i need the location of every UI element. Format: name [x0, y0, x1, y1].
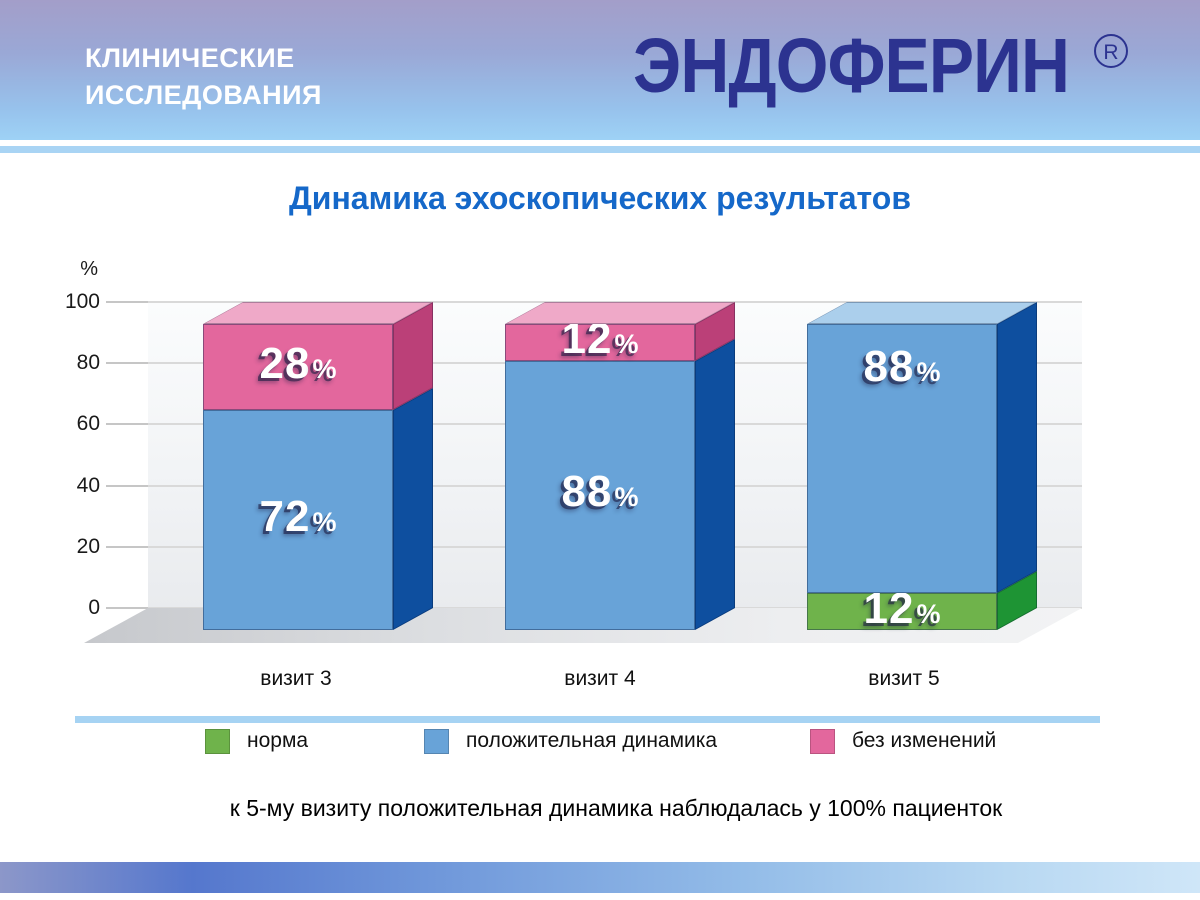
bar-segment-front — [807, 324, 997, 594]
y-axis-tick-label: 0 — [88, 596, 100, 619]
bar-value-percent-sign: % — [312, 353, 337, 384]
legend-separator — [75, 716, 1100, 723]
page-title: Динамика эхоскопических результатов — [288, 180, 912, 216]
bar-value-number: 88 — [863, 341, 915, 391]
bar-segment-side — [393, 387, 433, 630]
bar-segment-top — [807, 302, 1037, 324]
footnote: к 5-му визиту положительная динамика наб… — [229, 795, 1003, 821]
header-stripe — [0, 146, 1200, 153]
legend-swatch — [424, 728, 449, 754]
bar-value-label: 88% — [807, 342, 997, 398]
bar-segment-side — [695, 338, 735, 630]
legend-label: без изменений — [852, 729, 997, 752]
bar-value-number: 72 — [259, 491, 311, 541]
clinical-studies-line1: КЛИНИЧЕСКИЕ — [85, 43, 295, 73]
y-axis-tick — [106, 545, 148, 548]
bar-segment-front — [505, 360, 695, 630]
bar-value-number: 88 — [561, 467, 613, 517]
y-axis-tick — [106, 423, 148, 426]
clinical-studies-label: КЛИНИЧЕСКИЕ ИССЛЕДОВАНИЯ — [85, 40, 322, 114]
footer-band — [0, 862, 1200, 893]
header-band: КЛИНИЧЕСКИЕ ИССЛЕДОВАНИЯ ЭНДОФЕРИН R — [0, 0, 1200, 140]
registered-trademark-icon: R — [1094, 34, 1128, 68]
bar-value-label: 72% — [203, 492, 393, 548]
bar-value-percent-sign: % — [614, 482, 639, 513]
clinical-studies-line2: ИССЛЕДОВАНИЯ — [85, 80, 322, 110]
bar-segment-top — [203, 302, 433, 324]
bar-value-number: 28 — [259, 338, 311, 388]
y-axis-tick — [106, 362, 148, 365]
brand-logo: ЭНДОФЕРИН — [633, 23, 1070, 109]
y-axis-unit-label: % — [80, 258, 98, 280]
legend-label: положительная динамика — [466, 729, 718, 752]
bar-value-percent-sign: % — [312, 506, 337, 537]
legend-label: норма — [247, 729, 309, 752]
bar-segment-front — [807, 593, 997, 630]
legend-item: норма — [205, 728, 308, 754]
bar-segment-front — [203, 324, 393, 410]
bar-value-percent-sign: % — [614, 329, 639, 360]
bar-value-label: 88% — [505, 467, 695, 523]
y-axis-tick-label: 80 — [76, 351, 100, 375]
bar-value-percent-sign: % — [916, 356, 941, 387]
legend-swatch — [205, 728, 230, 754]
y-axis-tick-label: 40 — [76, 473, 100, 497]
legend-item: положительная динамика — [424, 728, 717, 754]
bar-segment-side — [997, 301, 1037, 594]
bar-segment-front — [505, 324, 695, 361]
bar-value-label: 28% — [203, 339, 393, 395]
y-axis-tick-label: 100 — [64, 290, 100, 313]
y-axis-tick — [106, 607, 148, 609]
x-axis-label: визит 4 — [564, 667, 636, 690]
y-axis-tick-label: 20 — [76, 534, 100, 558]
y-axis-tick — [106, 301, 148, 303]
x-axis-label: визит 3 — [260, 667, 332, 690]
legend-item: без изменений — [810, 728, 996, 754]
legend-swatch — [810, 728, 835, 754]
bar-segment-top — [505, 302, 735, 324]
y-axis-tick-label: 60 — [76, 412, 100, 436]
bar-segment-front — [203, 409, 393, 630]
x-axis-label: визит 5 — [868, 667, 940, 690]
bar-value-percent-sign: % — [916, 598, 941, 629]
y-axis-tick — [106, 484, 148, 487]
